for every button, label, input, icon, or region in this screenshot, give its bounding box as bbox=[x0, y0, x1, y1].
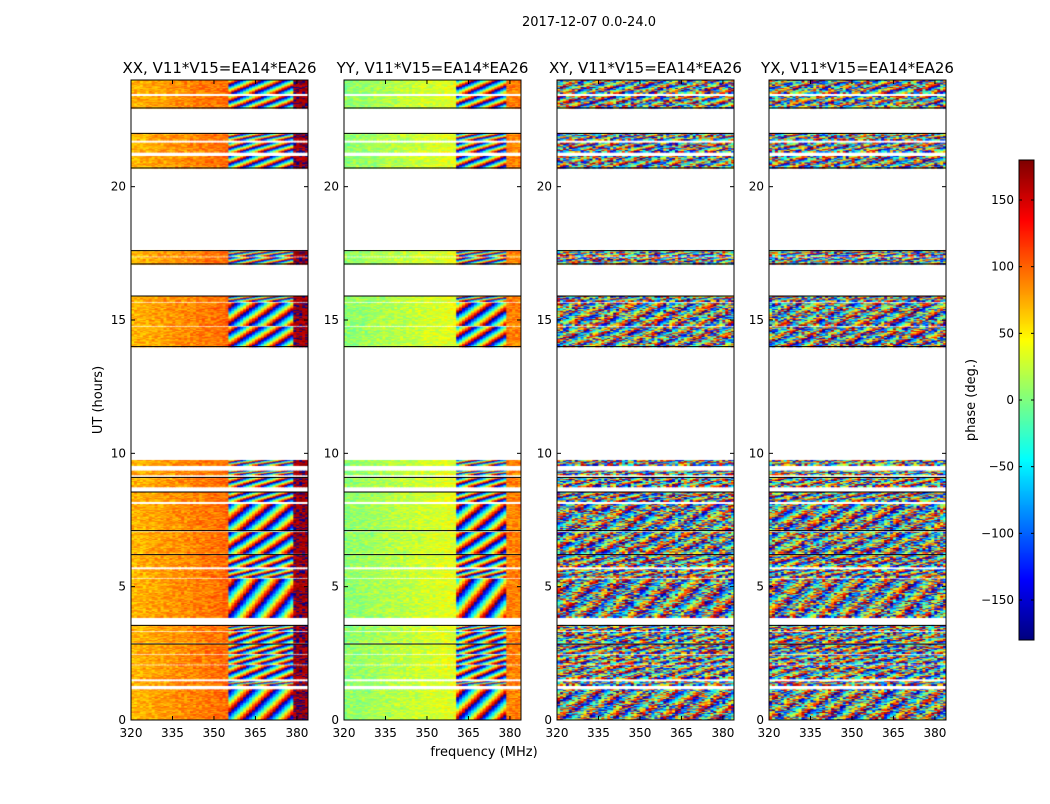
panel-yx-title: YX, V11*V15=EA14*EA26 bbox=[760, 59, 954, 77]
y-tick-label: 10 bbox=[111, 446, 126, 460]
x-tick-label: 380 bbox=[923, 726, 946, 740]
x-tick-label: 350 bbox=[203, 726, 226, 740]
colorbar-label: phase (deg.) bbox=[964, 359, 979, 441]
x-tick-label: 320 bbox=[120, 726, 143, 740]
y-tick-label: 0 bbox=[118, 713, 126, 727]
x-tick-label: 335 bbox=[161, 726, 184, 740]
chart-suptitle: 2017-12-07 0.0-24.0 bbox=[522, 15, 656, 30]
x-axis-label: frequency (MHz) bbox=[430, 745, 537, 760]
colorbar-tick-label: 100 bbox=[991, 260, 1014, 274]
colorbar-tick-label: 150 bbox=[991, 193, 1014, 207]
panel-yy: YY, V11*V15=EA14*EA26 320 335 350 365 380 0 5 10… bbox=[324, 59, 529, 740]
y-tick-label: 10 bbox=[537, 446, 552, 460]
panel-yy-heatmap bbox=[344, 80, 521, 720]
panel-yx-heatmap bbox=[769, 80, 946, 720]
y-tick-label: 15 bbox=[324, 313, 339, 327]
y-tick-label: 20 bbox=[749, 180, 764, 194]
panel-xy: XY, V11*V15=EA14*EA26 320 335 350 365 380 0 5 10… bbox=[537, 59, 742, 740]
x-tick-label: 320 bbox=[546, 726, 569, 740]
colorbar-tick-label: −100 bbox=[981, 526, 1014, 540]
y-tick-label: 5 bbox=[118, 580, 126, 594]
panel-xy-frame bbox=[556, 79, 735, 721]
y-tick-label: 5 bbox=[756, 580, 764, 594]
y-tick-label: 20 bbox=[324, 180, 339, 194]
y-tick-label: 15 bbox=[749, 313, 764, 327]
x-tick-label: 350 bbox=[841, 726, 864, 740]
panel-xy-title: XY, V11*V15=EA14*EA26 bbox=[549, 59, 742, 77]
x-tick-label: 380 bbox=[498, 726, 521, 740]
x-tick-label: 380 bbox=[285, 726, 308, 740]
y-axis-label: UT (hours) bbox=[91, 366, 106, 434]
y-tick-label: 20 bbox=[537, 180, 552, 194]
x-tick-label: 365 bbox=[882, 726, 905, 740]
colorbar: 150 100 50 0 −50 −100 −150 bbox=[981, 159, 1035, 641]
x-tick-label: 350 bbox=[629, 726, 652, 740]
x-tick-label: 335 bbox=[374, 726, 397, 740]
x-tick-label: 365 bbox=[457, 726, 480, 740]
colorbar-gradient bbox=[1019, 160, 1034, 640]
colorbar-tick-label: 0 bbox=[1006, 393, 1014, 407]
y-tick-label: 20 bbox=[111, 180, 126, 194]
x-tick-label: 365 bbox=[244, 726, 267, 740]
panel-xx-frame bbox=[130, 79, 309, 721]
colorbar-tick-label: 50 bbox=[999, 326, 1014, 340]
y-tick-label: 5 bbox=[544, 580, 552, 594]
panel-yx: YX, V11*V15=EA14*EA26 320 335 350 365 380 0 5 10… bbox=[749, 59, 954, 740]
y-tick-label: 0 bbox=[331, 713, 339, 727]
panel-xx-heatmap bbox=[131, 80, 308, 720]
y-tick-label: 15 bbox=[537, 313, 552, 327]
panel-yx-frame bbox=[768, 79, 947, 721]
colorbar-tick-label: −150 bbox=[981, 593, 1014, 607]
x-tick-label: 350 bbox=[416, 726, 439, 740]
x-tick-label: 365 bbox=[670, 726, 693, 740]
colorbar-tick-label: −50 bbox=[989, 460, 1014, 474]
y-tick-label: 0 bbox=[756, 713, 764, 727]
panel-yy-frame bbox=[343, 79, 522, 721]
x-tick-label: 320 bbox=[333, 726, 356, 740]
x-tick-label: 380 bbox=[711, 726, 734, 740]
y-tick-label: 15 bbox=[111, 313, 126, 327]
x-tick-label: 335 bbox=[587, 726, 610, 740]
y-tick-label: 10 bbox=[749, 446, 764, 460]
y-tick-label: 0 bbox=[544, 713, 552, 727]
x-tick-label: 320 bbox=[758, 726, 781, 740]
y-tick-label: 10 bbox=[324, 446, 339, 460]
panel-xx: XX, V11*V15=EA14*EA26 320 335 350 365 380 0 5 10… bbox=[111, 59, 317, 740]
x-tick-label: 335 bbox=[799, 726, 822, 740]
panel-xx-title: XX, V11*V15=EA14*EA26 bbox=[122, 59, 316, 77]
panel-yy-title: YY, V11*V15=EA14*EA26 bbox=[336, 59, 529, 77]
panel-xy-heatmap bbox=[557, 80, 734, 720]
panels-group: XX, V11*V15=EA14*EA26 320 335 350 365 380 0 5 10… bbox=[111, 59, 954, 740]
y-tick-label: 5 bbox=[331, 580, 339, 594]
